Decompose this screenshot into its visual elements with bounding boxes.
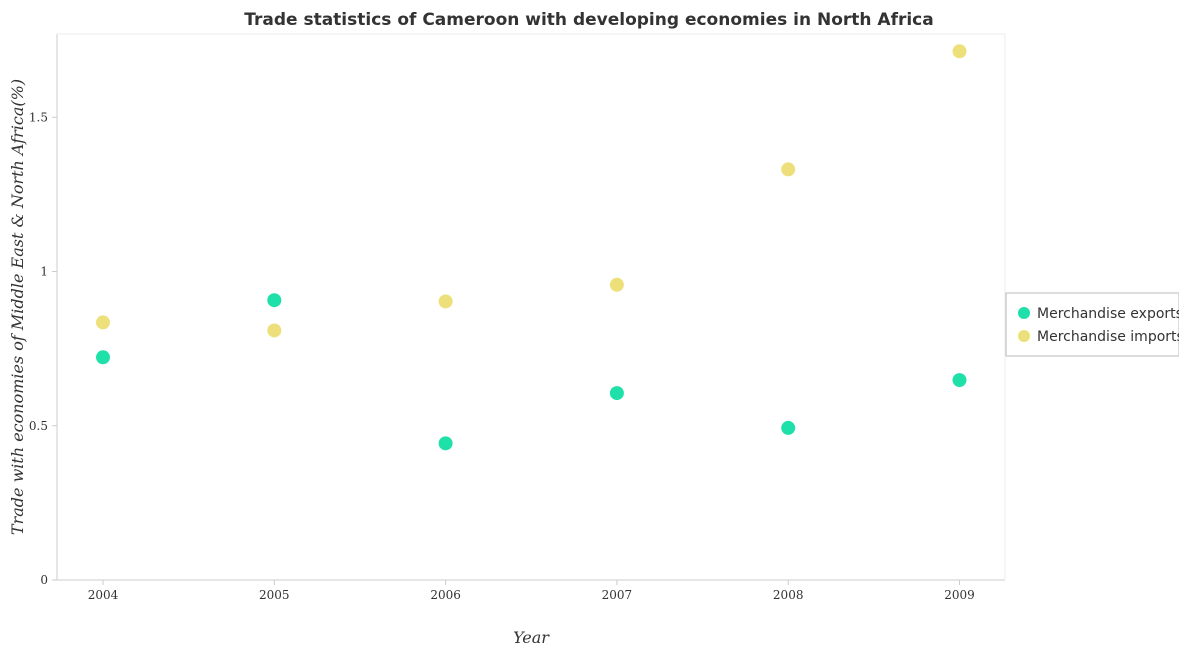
legend-label-exports: Merchandise exports [1037,306,1179,322]
export-point [96,350,110,365]
plot-frame [56,33,1006,581]
import-point [96,315,110,330]
import-point [952,44,967,59]
legend-label-imports: Merchandise imports [1037,329,1179,345]
import-point [267,323,282,338]
x-tick-label: 2008 [773,588,804,602]
y-tick-label: 1 [40,265,48,279]
export-point [609,386,624,401]
x-tick-label: 2005 [259,588,290,602]
x-tick-label: 2004 [88,588,119,602]
import-point [781,162,796,177]
x-axis-label: Year [513,628,550,647]
legend-marker-exports [1018,307,1030,319]
export-point [952,373,967,388]
import-point [609,277,624,292]
legend-marker-imports [1018,330,1030,342]
export-point [781,420,796,435]
y-axis-label: Trade with economies of Middle East & No… [8,79,27,535]
x-tick-label: 2006 [430,588,461,602]
x-ticks: 2004 2005 2006 2007 2008 2009 [88,580,975,602]
export-point [267,293,282,308]
legend-box [1005,292,1179,357]
legend: Merchandise exports Merchandise imports [1005,292,1179,357]
data-points [96,44,967,451]
x-tick-label: 2009 [944,588,975,602]
y-tick-label: 0 [40,573,48,587]
chart-title: Trade statistics of Cameroon with develo… [244,10,933,30]
x-tick-label: 2007 [602,588,633,602]
export-point [438,436,453,451]
y-ticks: 0 0.5 1 1.5 [29,110,57,587]
y-tick-label: 1.5 [29,110,48,124]
import-point [438,294,453,309]
y-tick-label: 0.5 [29,419,48,433]
